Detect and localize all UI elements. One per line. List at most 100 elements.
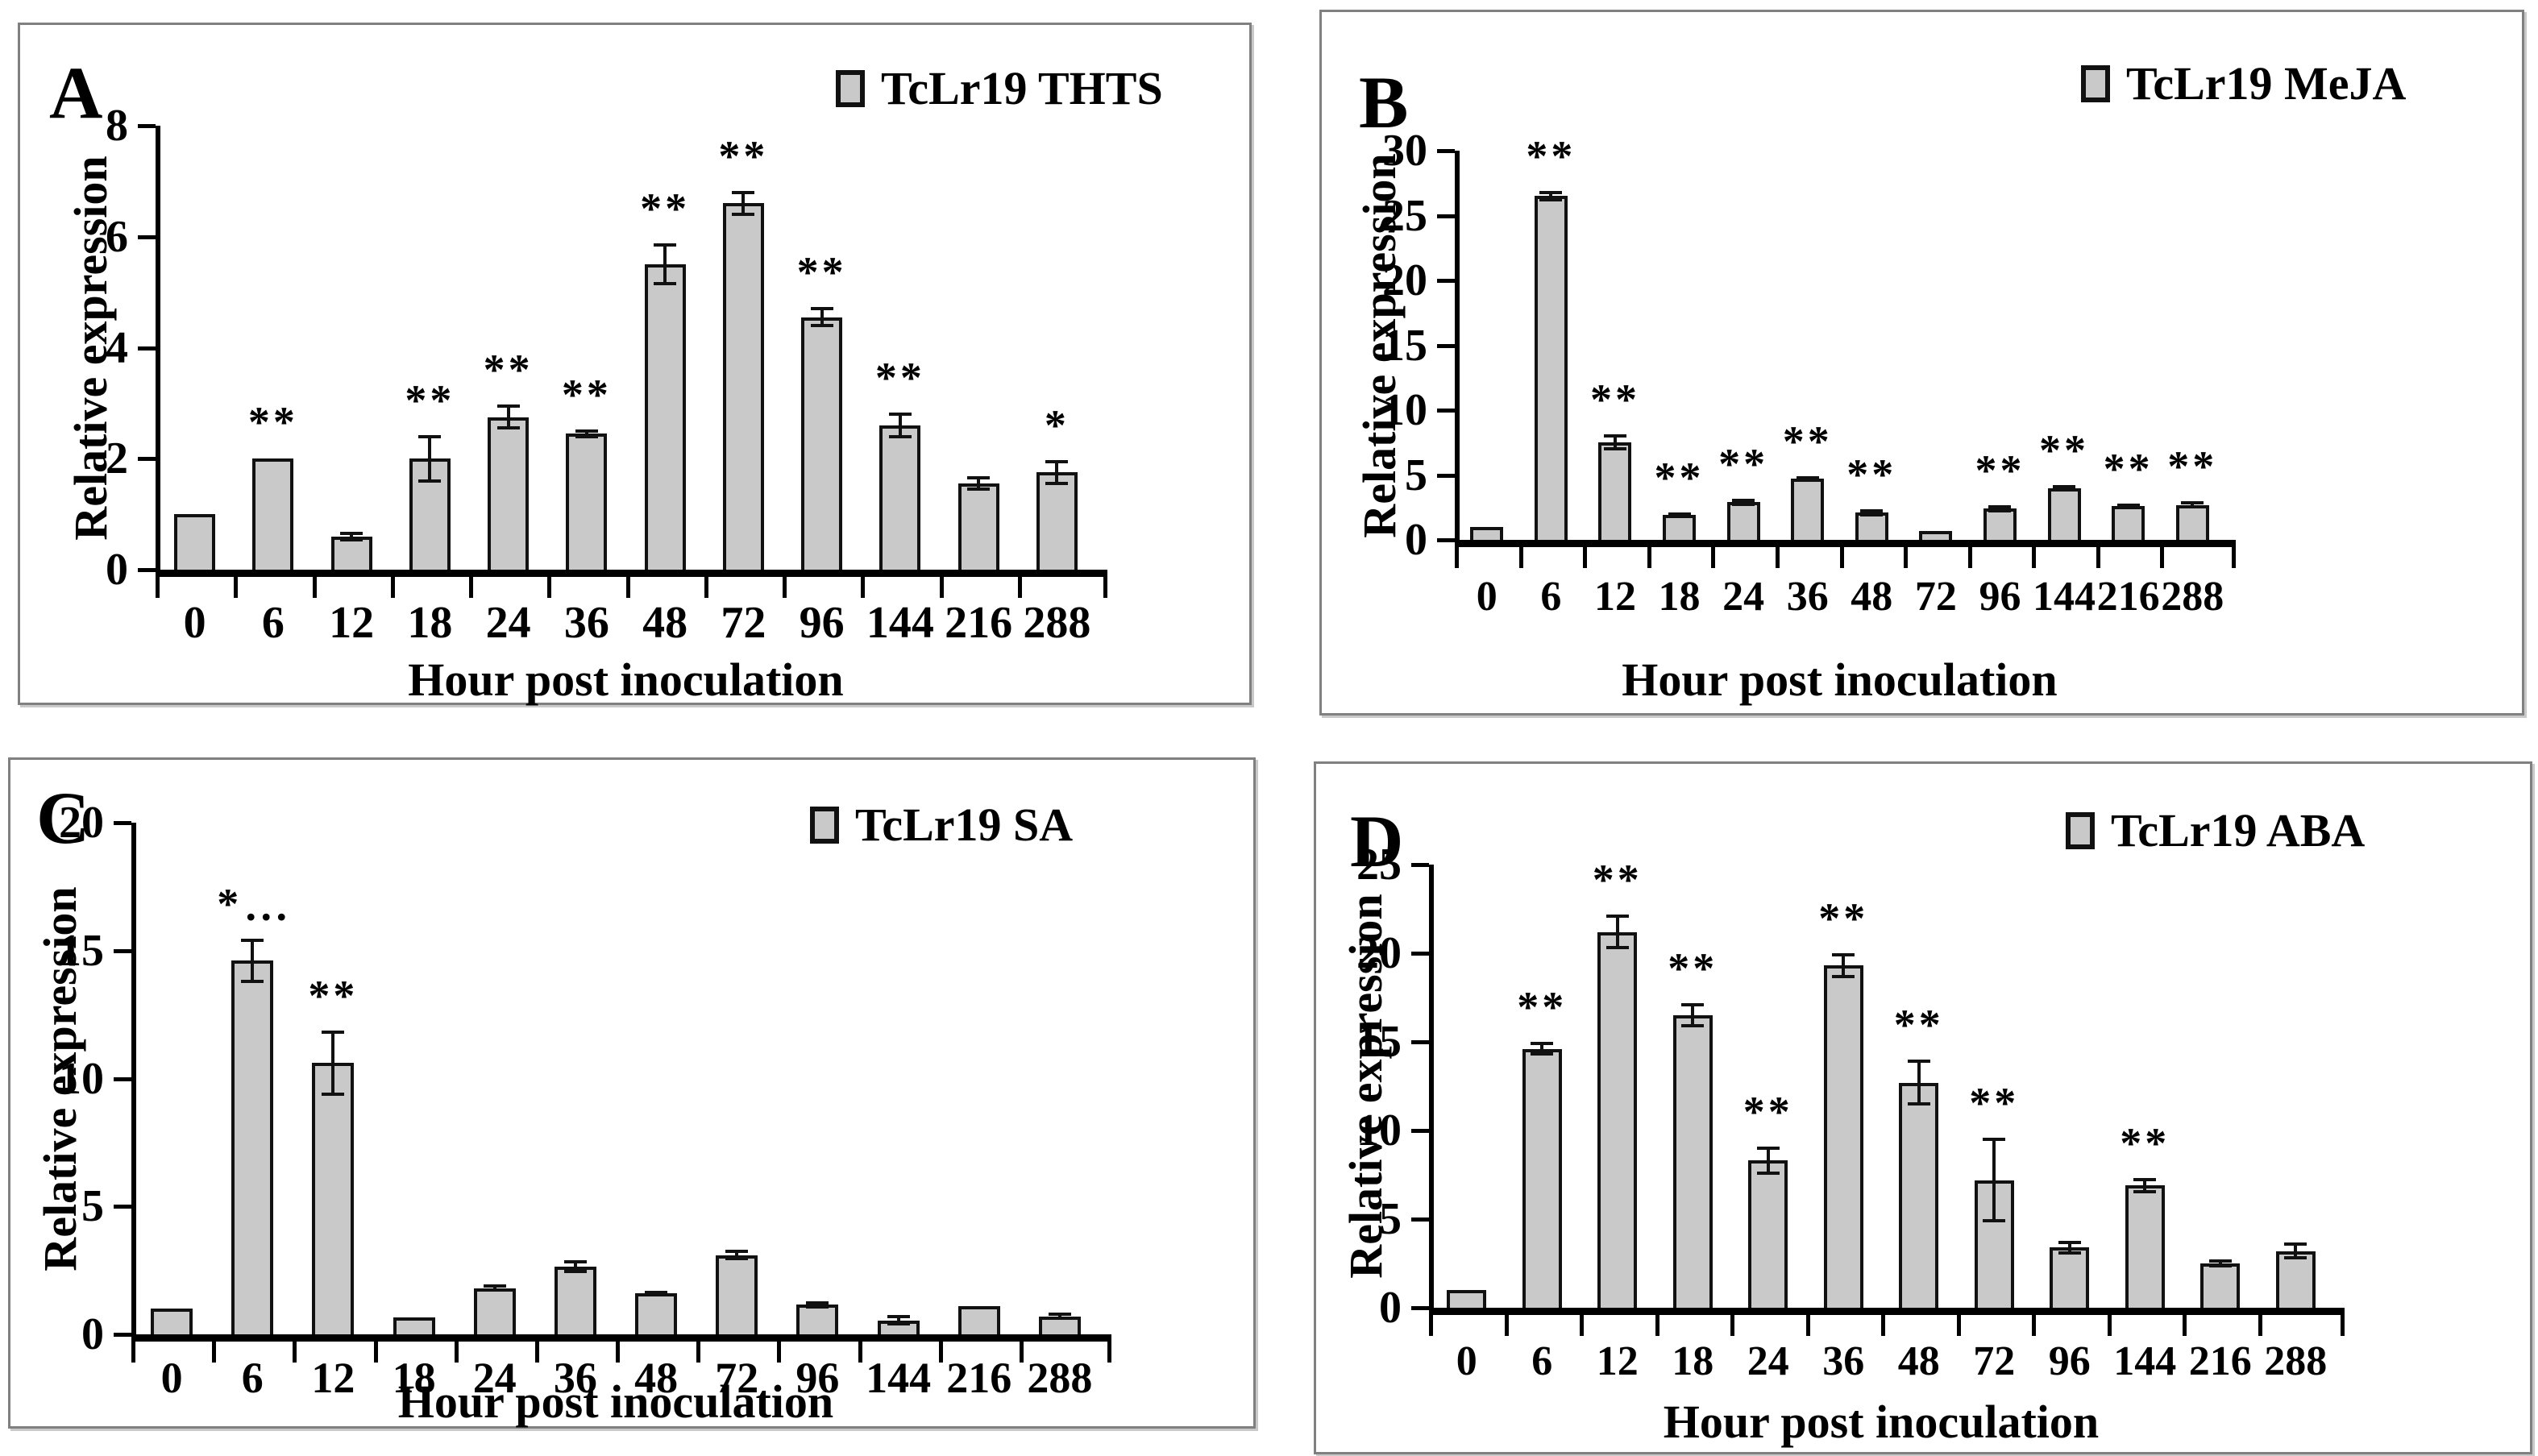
x-tick	[1017, 577, 1022, 598]
error-bar-cap	[241, 939, 264, 943]
x-tick	[1730, 1315, 1734, 1336]
bar-216h	[2200, 1263, 2240, 1308]
bar-0h	[151, 1309, 193, 1334]
x-category-label: 24	[485, 598, 531, 648]
error-bar-cap	[1681, 1024, 1705, 1028]
bar-96h	[2050, 1247, 2089, 1308]
x-tick	[131, 1342, 135, 1363]
x-tick	[1711, 547, 1716, 568]
y-tick-label: 0	[1405, 515, 1427, 565]
x-category-label: 6	[241, 1354, 264, 1402]
x-category-label: 216	[2188, 1338, 2252, 1384]
error-bar	[1742, 500, 1746, 504]
error-bar	[1549, 192, 1553, 201]
error-bar	[428, 436, 432, 481]
bar-36h	[566, 433, 607, 570]
y-tick	[1411, 863, 1429, 867]
error-bar-cap	[2208, 1259, 2232, 1263]
error-bar-cap	[810, 323, 833, 327]
plot-area: 0 5 10 15 20 0 *··· 6 ** 12 18 24 36 48 72 96 144 216 288	[10, 760, 1253, 1426]
x-tick	[783, 577, 787, 598]
bar-24h	[474, 1288, 516, 1334]
y-axis	[1429, 865, 1434, 1311]
x-tick	[454, 1342, 459, 1363]
error-bar-cap	[810, 307, 833, 311]
plot-area: 0 2 4 6 8 0 ** 6 12 ** 18 ** 24 ** 36 ** 48 ** 72 ** 96 ** 144…	[20, 25, 1249, 703]
error-bar-cap	[1732, 498, 1755, 502]
plot-area: 0 5 10 15 20 25 0 ** 6 ** 12 ** 18 ** 24 ** 36 ** 48 ** 72 96…	[1316, 764, 2530, 1452]
x-tick	[1881, 1315, 1885, 1336]
error-bar	[1842, 955, 1846, 977]
significance-marker: **	[874, 354, 925, 403]
error-bar	[506, 405, 510, 429]
x-category-label: 24	[1722, 574, 1765, 620]
y-tick	[1411, 1040, 1429, 1044]
error-bar-cap	[1531, 1052, 1554, 1056]
significance-marker: **	[1718, 439, 1769, 488]
y-tick-label: 8	[106, 101, 128, 151]
y-tick-label: 20	[59, 798, 104, 848]
significance-marker: **	[2167, 442, 2218, 492]
error-bar-cap	[2181, 501, 2204, 505]
dots-marker: ···	[243, 893, 290, 942]
x-tick	[547, 577, 552, 598]
significance-marker: **	[640, 185, 691, 234]
y-tick-label: 10	[59, 1053, 104, 1104]
x-tick	[1103, 577, 1107, 598]
x-tick	[212, 1342, 217, 1363]
x-category-label: 72	[1973, 1338, 2016, 1384]
x-category-label: 288	[1023, 598, 1091, 648]
y-tick	[1437, 473, 1455, 478]
y-tick	[138, 124, 156, 128]
x-tick	[293, 1342, 297, 1363]
x-tick	[1967, 547, 1972, 568]
error-bar	[251, 940, 255, 981]
x-category-label: 0	[1476, 574, 1497, 620]
error-bar	[1540, 1043, 1544, 1055]
x-category-label: 6	[1540, 574, 1562, 620]
error-bar-cap	[563, 1269, 587, 1273]
error-bar-cap	[2053, 485, 2076, 489]
bar-12h	[1597, 931, 1637, 1308]
error-bar-cap	[1860, 512, 1884, 516]
x-tick	[704, 577, 708, 598]
significance-marker: *	[1044, 400, 1070, 450]
y-tick-label: 5	[1379, 1194, 1402, 1244]
error-bar-cap	[1681, 1002, 1705, 1006]
error-bar	[1870, 510, 1874, 515]
x-category-label: 96	[1979, 574, 2021, 620]
error-bar-cap	[1603, 447, 1626, 451]
bar-36h	[1791, 479, 1824, 540]
bar-288h	[2176, 504, 2209, 540]
legend-label: TcLr19 THTS	[881, 62, 1163, 114]
bar-144h	[2048, 487, 2081, 540]
significance-marker: **	[1668, 944, 1718, 993]
legend-label: TcLr19 SA	[855, 799, 1074, 851]
x-tick	[373, 1342, 378, 1363]
y-tick	[1437, 279, 1455, 283]
significance-marker: **	[1846, 450, 1897, 499]
x-tick	[1429, 1315, 1433, 1336]
x-tick	[2232, 547, 2236, 568]
x-tick	[1647, 547, 1651, 568]
x-tick	[469, 577, 473, 598]
error-bar-cap	[2058, 1240, 2081, 1244]
error-bar-cap	[1603, 434, 1626, 438]
bar-6h	[1535, 196, 1568, 540]
y-tick-label: 0	[106, 545, 128, 595]
error-bar	[898, 414, 902, 437]
x-tick	[777, 1342, 782, 1363]
y-tick-label: 15	[1382, 320, 1427, 371]
x-tick	[1580, 1315, 1584, 1336]
bar-12h	[312, 1063, 354, 1334]
y-axis	[1455, 151, 1460, 543]
error-bar-cap	[340, 537, 363, 541]
error-bar-cap	[725, 1257, 749, 1261]
error-bar-cap	[1832, 953, 1855, 957]
error-bar-cap	[888, 413, 912, 417]
bar-36h	[1824, 965, 1863, 1308]
error-bar-cap	[483, 1284, 506, 1288]
y-tick	[1411, 952, 1429, 956]
